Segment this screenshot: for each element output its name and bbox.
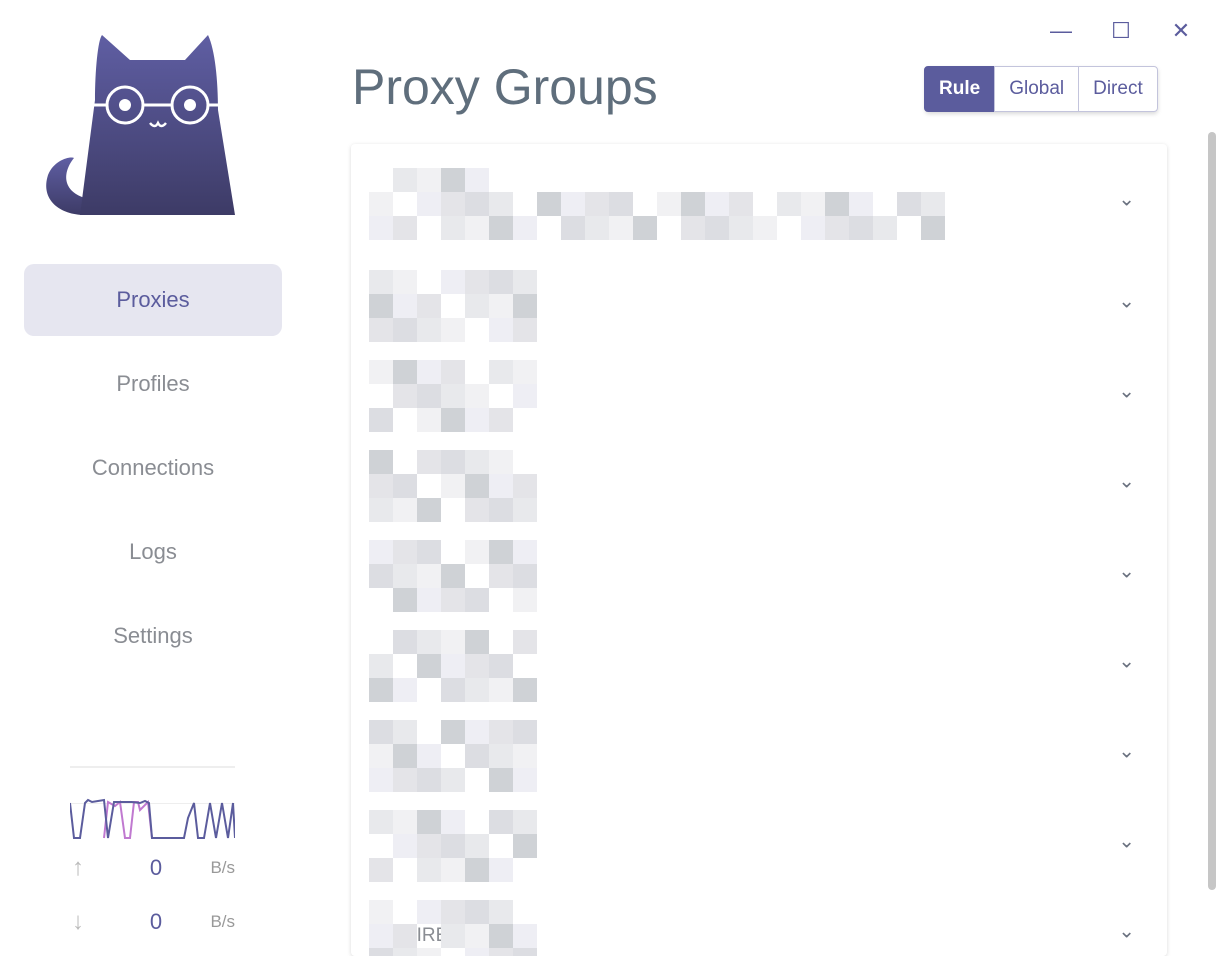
chevron-down-icon[interactable]: ⌄: [1118, 290, 1135, 313]
proxy-group-row[interactable]: ⌄: [351, 256, 1167, 346]
scrollbar[interactable]: [1208, 132, 1216, 890]
download-unit: B/s: [210, 912, 235, 931]
close-icon[interactable]: ✕: [1171, 18, 1191, 43]
arrow-up-icon: ↑: [72, 854, 84, 881]
proxy-group-row[interactable]: ⌄: [351, 154, 1167, 244]
page-title: Proxy Groups: [352, 59, 658, 115]
upload-line: [70, 798, 235, 839]
proxy-group-row[interactable]: ⌄: [351, 616, 1167, 706]
download-rate: ↓ 0 B/s: [70, 895, 235, 949]
mode-direct-button[interactable]: Direct: [1078, 66, 1158, 112]
arrow-down-icon: ↓: [72, 908, 84, 935]
upload-value: 0: [149, 855, 163, 880]
chevron-down-icon[interactable]: ⌄: [1118, 830, 1135, 853]
nav-item-proxies[interactable]: Proxies: [24, 264, 282, 336]
nav-item-profiles[interactable]: Profiles: [116, 371, 190, 396]
proxy-group-row[interactable]: ⌄: [351, 796, 1167, 886]
chevron-down-icon[interactable]: ⌄: [1118, 380, 1135, 403]
maximize-icon[interactable]: ☐: [1111, 18, 1131, 43]
chevron-down-icon[interactable]: ⌄: [1118, 740, 1135, 763]
proxy-group-row[interactable]: ⌄: [351, 346, 1167, 436]
chevron-down-icon[interactable]: ⌄: [1118, 650, 1135, 673]
proxy-group-row[interactable]: ⌄: [351, 526, 1167, 616]
upload-rate: ↑ 0 B/s: [70, 841, 235, 895]
nav-item-settings[interactable]: Settings: [113, 623, 193, 648]
mode-rule-button[interactable]: Rule: [924, 66, 996, 112]
cat-logo: [46, 35, 235, 215]
proxy-group-row[interactable]: ⌄: [351, 706, 1167, 796]
mode-switch: Rule Global Direct: [924, 66, 1158, 112]
chevron-down-icon[interactable]: ⌄: [1118, 920, 1135, 943]
proxy-group-row[interactable]: ⌄: [351, 436, 1167, 526]
proxy-group-row[interactable]: ⌄: [351, 886, 1167, 956]
traffic-graph: [70, 766, 235, 841]
sidebar: Proxies Profiles Connections Logs Settin…: [0, 0, 305, 956]
nav-menu: Proxies Profiles Connections Logs Settin…: [24, 264, 282, 684]
chevron-down-icon[interactable]: ⌄: [1118, 188, 1135, 211]
minimize-icon[interactable]: —: [1050, 18, 1072, 43]
upload-unit: B/s: [210, 858, 235, 877]
nav-item-connections[interactable]: Connections: [91, 455, 215, 480]
window-controls: — ☐ ✕: [1050, 18, 1192, 44]
mode-global-button[interactable]: Global: [994, 66, 1080, 112]
chevron-down-icon[interactable]: ⌄: [1118, 470, 1135, 493]
proxy-group-list: ➤DIRECT ⌄⌄⌄⌄⌄⌄⌄⌄⌄: [351, 144, 1167, 956]
nav-item-logs[interactable]: Logs: [129, 539, 177, 564]
traffic-monitor: ↑ 0 B/s ↓ 0 B/s: [70, 766, 235, 949]
download-value: 0: [149, 909, 163, 934]
chevron-down-icon[interactable]: ⌄: [1118, 560, 1135, 583]
